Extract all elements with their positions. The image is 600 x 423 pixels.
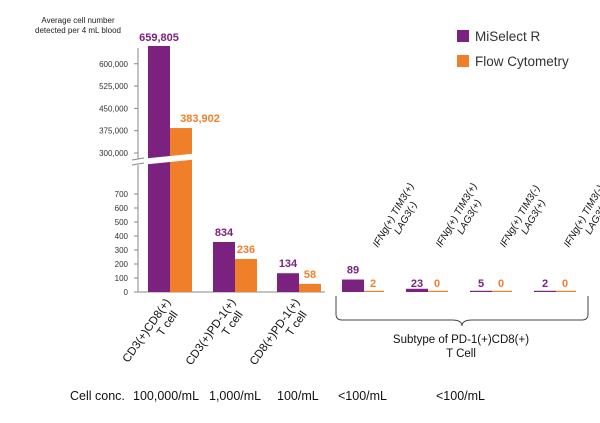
bar-flow-4 bbox=[364, 290, 384, 292]
bar-miselect-3 bbox=[277, 273, 299, 292]
bars-layer bbox=[148, 45, 576, 293]
y-tick-label: 450,000 bbox=[99, 104, 128, 113]
category-label-1: CD3(+)CD8(+)T cell bbox=[121, 297, 181, 365]
bar-miselect-1 bbox=[148, 45, 170, 293]
subtype-group-label-line-2: T Cell bbox=[446, 348, 476, 360]
bar-miselect-2 bbox=[213, 242, 235, 292]
bar-miselect-4 bbox=[342, 279, 364, 292]
value-label-miselect-1: 659,805 bbox=[139, 32, 179, 44]
y-tick-label: 500 bbox=[115, 218, 129, 227]
y-axis-title-line-1: Average cell number bbox=[41, 16, 115, 25]
bar-miselect-7 bbox=[534, 290, 556, 292]
value-label-miselect-3: 134 bbox=[279, 258, 298, 270]
bar-flow-2 bbox=[235, 258, 257, 292]
y-tick-label: 0 bbox=[124, 288, 129, 297]
value-label-miselect-4: 89 bbox=[347, 265, 359, 277]
cell-conc-value-3: 100/mL bbox=[277, 389, 319, 403]
subtype-label-4: IFNg(+) TIM3(-)LAG3(-) bbox=[562, 184, 600, 250]
bar-flow-3 bbox=[299, 283, 321, 292]
value-label-miselect-6: 5 bbox=[478, 278, 484, 290]
axis-break-mark bbox=[130, 153, 200, 166]
y-axis-ticks: 0 100 200 300 400 500 600 700 300,000 375,000 450,… bbox=[99, 60, 138, 297]
y-tick-label: 525,000 bbox=[99, 82, 128, 91]
y-axis-title-line-2: detected per 4 mL blood bbox=[35, 26, 121, 35]
subtype-labels: IFNg(+) TIM3(+)LAG3(-) IFNg(+) TIM3(+)LAG… bbox=[371, 181, 600, 250]
cell-conc-value-5: <100/mL bbox=[436, 389, 485, 403]
cell-conc-label: Cell conc. bbox=[70, 389, 125, 403]
y-tick-label: 400 bbox=[115, 232, 129, 241]
value-label-flow-5: 0 bbox=[434, 278, 440, 290]
cell-conc-value-4: <100/mL bbox=[338, 389, 387, 403]
bar-flow-7 bbox=[556, 290, 576, 292]
y-tick-label: 600 bbox=[115, 204, 129, 213]
value-label-flow-6: 0 bbox=[498, 278, 504, 290]
cell-conc-value-1: 100,000/mL bbox=[133, 389, 200, 403]
bar-flow-5 bbox=[428, 290, 448, 292]
value-label-flow-1: 383,902 bbox=[180, 113, 220, 125]
value-label-flow-2: 236 bbox=[237, 244, 255, 256]
legend: MiSelect R Flow Cytometry bbox=[457, 29, 569, 69]
legend-label-flow-cytometry: Flow Cytometry bbox=[475, 54, 569, 69]
y-tick-label: 300,000 bbox=[99, 149, 128, 158]
subtype-label-2: IFNg(+) TIM3(+)LAG3(+) bbox=[434, 181, 484, 249]
bar-flow-1 bbox=[170, 128, 192, 292]
value-labels: 659,805 834 134 89 23 5 2 383,902 236 58 2 0 0 0 bbox=[139, 32, 568, 290]
category-label-2: CD3(+)PD-1(+)T cell bbox=[184, 297, 246, 368]
bar-flow-6 bbox=[492, 290, 512, 292]
value-label-flow-4: 2 bbox=[370, 278, 376, 290]
category-labels: CD3(+)CD8(+)T cell CD3(+)PD-1(+)T cell CD8… bbox=[121, 297, 310, 368]
value-label-flow-3: 58 bbox=[304, 269, 316, 281]
cell-conc-value-2: 1,000/mL bbox=[209, 389, 262, 403]
value-label-miselect-5: 23 bbox=[411, 278, 423, 290]
value-label-miselect-7: 2 bbox=[542, 278, 548, 290]
subtype-group-bracket bbox=[335, 296, 589, 327]
legend-swatch-flow-cytometry bbox=[457, 55, 469, 67]
y-tick-label: 200 bbox=[115, 260, 129, 269]
legend-label-miselect: MiSelect R bbox=[475, 29, 541, 44]
y-tick-label: 700 bbox=[115, 190, 129, 199]
bar-miselect-5 bbox=[406, 288, 428, 292]
value-label-miselect-2: 834 bbox=[215, 227, 234, 239]
axis-break-line bbox=[131, 162, 145, 166]
value-label-flow-7: 0 bbox=[562, 278, 568, 290]
y-axis-title: Average cell number detected per 4 mL bl… bbox=[35, 16, 121, 35]
category-label-3: CD8(+)PD-1(+)T cell bbox=[248, 297, 310, 368]
y-tick-label: 375,000 bbox=[99, 127, 128, 136]
axis-break-line bbox=[131, 157, 145, 161]
axis-break-gap bbox=[130, 153, 200, 166]
bar-miselect-6 bbox=[470, 290, 492, 292]
y-tick-label: 100 bbox=[115, 274, 129, 283]
subtype-group-label-line-1: Subtype of PD-1(+)CD8(+) bbox=[393, 334, 529, 346]
subtype-label-3: IFNg(+) TIM3(-)LAG3(+) bbox=[498, 184, 548, 250]
legend-swatch-miselect bbox=[457, 30, 469, 42]
y-tick-label: 300 bbox=[115, 246, 129, 255]
y-tick-label: 600,000 bbox=[99, 60, 128, 69]
subtype-label-1: IFNg(+) TIM3(+)LAG3(-) bbox=[371, 181, 420, 249]
